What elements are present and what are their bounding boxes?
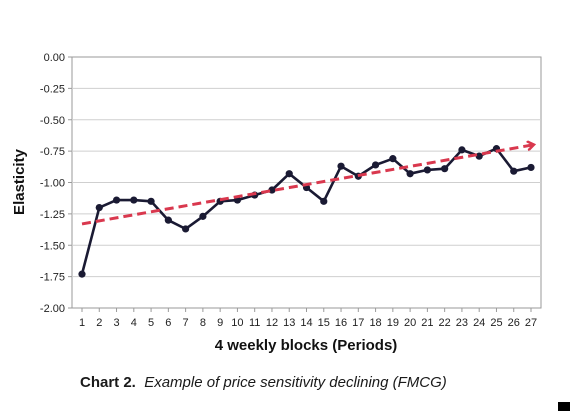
- data-point: [337, 162, 345, 170]
- y-tick-label: -1.00: [40, 178, 65, 190]
- data-point: [95, 204, 103, 212]
- line-chart: 0.00 -0.25 -0.50 -0.75 -1.00 -1.25 -1.50 -1.75 -…: [11, 52, 542, 354]
- data-point: [406, 170, 414, 178]
- x-tick-label: 27: [525, 317, 537, 329]
- x-tick-label: 21: [421, 317, 433, 329]
- x-tick-label: 5: [148, 317, 154, 329]
- x-tick-label: 11: [249, 317, 260, 329]
- data-point: [147, 197, 155, 205]
- x-tick-label: 26: [508, 317, 520, 329]
- y-tick-label: -0.75: [40, 146, 65, 158]
- x-tick-label: 4: [131, 317, 137, 329]
- data-point: [389, 155, 397, 163]
- x-axis-ticks: 1 2 3 4 5 6 7 8 9 10 11 12 13 14 15 16 17 18 19 20 21 22 23 24 2…: [79, 308, 537, 329]
- data-point: [527, 163, 535, 172]
- x-tick-label: 12: [266, 317, 278, 329]
- data-point: [164, 216, 172, 224]
- y-tick-label: -0.25: [40, 83, 65, 95]
- data-point: [199, 212, 207, 220]
- x-tick-label: 1: [79, 317, 85, 329]
- data-point: [112, 196, 121, 204]
- x-tick-label: 9: [217, 317, 223, 329]
- x-tick-label: 6: [165, 317, 171, 329]
- x-tick-label: 14: [300, 317, 312, 329]
- y-tick-label: -1.25: [40, 209, 65, 221]
- y-axis-ticks: 0.00 -0.25 -0.50 -0.75 -1.00 -1.25 -1.50 -1.75 -…: [40, 52, 72, 315]
- x-tick-label: 3: [113, 317, 119, 329]
- series-elasticity: [78, 145, 535, 278]
- data-point: [458, 146, 466, 154]
- y-tick-label: -1.50: [40, 240, 65, 252]
- y-tick-label: -1.75: [40, 272, 65, 284]
- data-point: [423, 166, 431, 174]
- y-tick-label: 0.00: [44, 52, 65, 64]
- x-tick-label: 7: [183, 317, 189, 329]
- caption-label: Chart 2.: [80, 374, 136, 391]
- data-point: [182, 225, 190, 233]
- trend-line: [81, 145, 533, 226]
- x-tick-label: 16: [335, 317, 347, 329]
- data-point: [510, 167, 518, 175]
- x-tick-label: 23: [456, 317, 468, 329]
- chart-caption: Chart 2. Example of price sensitivity de…: [80, 374, 447, 391]
- data-point: [78, 270, 86, 278]
- data-point: [371, 161, 380, 169]
- x-tick-label: 13: [283, 317, 295, 329]
- corner-mark: [558, 402, 570, 411]
- x-tick-label: 24: [473, 317, 485, 329]
- x-tick-label: 15: [318, 317, 330, 329]
- gridlines: [72, 87, 541, 278]
- data-point: [130, 196, 138, 204]
- x-tick-label: 10: [231, 317, 243, 329]
- caption-text: Example of price sensitivity declining (…: [144, 374, 447, 391]
- x-tick-label: 19: [387, 317, 399, 329]
- data-point: [285, 170, 293, 178]
- trend-arrow: [81, 145, 533, 226]
- y-tick-label: -0.50: [40, 115, 65, 127]
- x-tick-label: 2: [96, 317, 102, 329]
- x-tick-label: 8: [200, 317, 206, 329]
- x-tick-label: 22: [439, 317, 451, 329]
- x-tick-label: 18: [369, 317, 381, 329]
- x-tick-label: 20: [404, 317, 416, 329]
- data-point: [320, 197, 328, 205]
- y-axis-title: Elasticity: [11, 148, 28, 215]
- x-tick-label: 17: [352, 317, 364, 329]
- x-tick-label: 25: [490, 317, 502, 329]
- data-point: [441, 165, 449, 173]
- x-axis-title: 4 weekly blocks (Periods): [215, 337, 398, 354]
- y-tick-label: -2.00: [40, 303, 65, 315]
- data-point: [475, 152, 483, 160]
